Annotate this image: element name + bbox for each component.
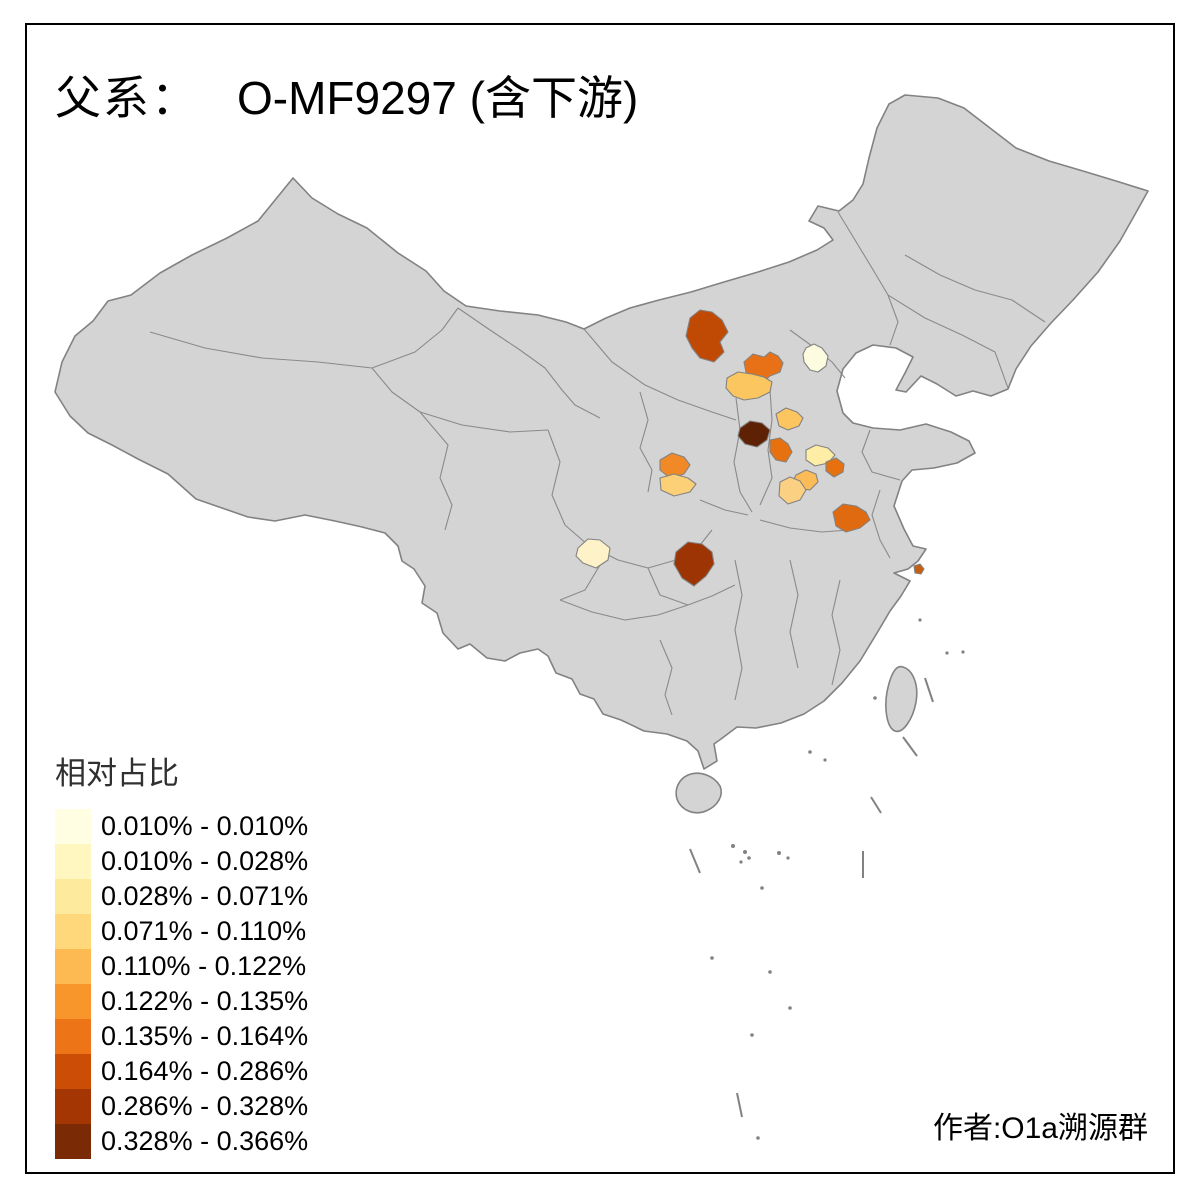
- legend-label: 0.071% - 0.110%: [101, 916, 307, 946]
- legend-row: 0.164% - 0.286%: [55, 1054, 308, 1089]
- china-mainland-outline: [54, 94, 1149, 770]
- landmass: [54, 94, 1149, 814]
- legend-row: 0.286% - 0.328%: [55, 1089, 308, 1124]
- legend-label: 0.110% - 0.122%: [101, 951, 307, 981]
- region-inner-mongolia-baotou: [685, 309, 729, 363]
- region-henan-luoyang: [778, 476, 807, 505]
- sea-boundary-dashes: [689, 677, 934, 1118]
- title-haplogroup: O-MF9297 (含下游): [237, 72, 639, 124]
- region-shanxi-south: [769, 437, 793, 463]
- region-inner-mongolia-ordos: [725, 371, 773, 401]
- taiwan-island: [885, 665, 918, 733]
- legend-row: 0.110% - 0.122%: [55, 949, 308, 984]
- legend-swatch: [55, 1124, 91, 1159]
- legend-swatch: [55, 949, 91, 984]
- legend-row: 0.071% - 0.110%: [55, 914, 308, 949]
- page-title: 父系： O-MF9297 (含下游): [55, 62, 638, 128]
- legend-swatch: [55, 984, 91, 1019]
- legend-swatch: [55, 914, 91, 949]
- title-prefix: 父系：: [55, 73, 199, 124]
- legend: 相对占比 0.010% - 0.010% 0.010% - 0.028% 0.0…: [55, 748, 308, 1159]
- legend-row: 0.328% - 0.366%: [55, 1124, 308, 1159]
- region-shanxi-north: [775, 407, 804, 431]
- region-sichuan-chengdu: [575, 538, 611, 569]
- legend-label: 0.028% - 0.071%: [101, 881, 309, 911]
- legend-label: 0.328% - 0.366%: [101, 1126, 309, 1156]
- legend-title: 相对占比: [55, 756, 179, 791]
- legend-label: 0.010% - 0.010%: [101, 811, 309, 841]
- legend-label: 0.164% - 0.286%: [101, 1056, 309, 1086]
- region-shaanxi-weinan: [659, 473, 697, 497]
- region-henan-xinxiang: [825, 457, 845, 478]
- sea-islets: [710, 618, 965, 1140]
- legend-row: 0.028% - 0.071%: [55, 879, 308, 914]
- region-hubei-west: [673, 541, 715, 587]
- legend-swatch: [55, 1019, 91, 1054]
- attribution-text: 作者:O1a溯源群: [932, 1112, 1148, 1145]
- legend-swatch: [55, 1054, 91, 1089]
- legend-row: 0.010% - 0.028%: [55, 844, 308, 879]
- legend-row: 0.122% - 0.135%: [55, 984, 308, 1019]
- legend-row: 0.135% - 0.164%: [55, 1019, 308, 1054]
- legend-label: 0.286% - 0.328%: [101, 1091, 309, 1121]
- legend-swatch: [55, 1089, 91, 1124]
- highlighted-regions: [575, 309, 925, 587]
- legend-label: 0.010% - 0.028%: [101, 846, 309, 876]
- legend-swatch: [55, 879, 91, 914]
- legend-row: 0.010% - 0.010%: [55, 809, 308, 844]
- hainan-island: [675, 772, 722, 814]
- region-shanxi-west-dark: [737, 420, 771, 448]
- region-beijing: [802, 343, 829, 373]
- legend-swatch: [55, 809, 91, 844]
- region-jiangsu-xuzhou: [832, 503, 871, 533]
- legend-label: 0.135% - 0.164%: [101, 1021, 309, 1051]
- legend-label: 0.122% - 0.135%: [101, 986, 309, 1016]
- legend-swatch: [55, 844, 91, 879]
- region-shanghai: [913, 563, 925, 575]
- region-shaanxi-yanan: [659, 452, 691, 479]
